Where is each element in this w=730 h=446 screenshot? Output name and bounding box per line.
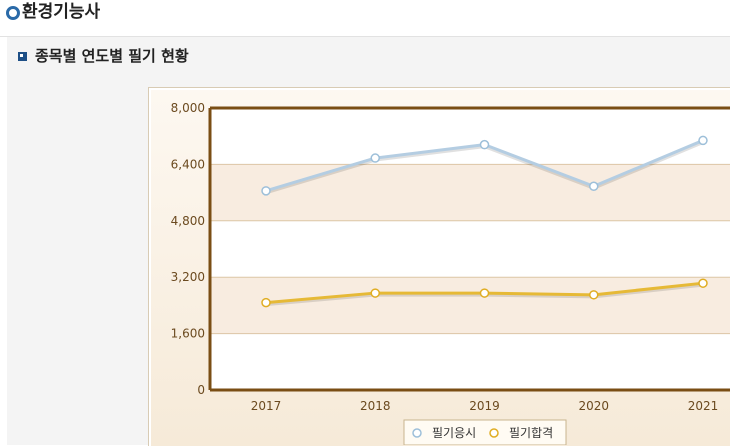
data-point	[589, 290, 599, 300]
legend-marker	[412, 428, 422, 438]
data-point	[479, 139, 490, 150]
y-tick-label: 6,400	[171, 157, 205, 171]
legend-marker	[489, 428, 499, 438]
section-title: 종목별 연도별 필기 현황	[35, 47, 189, 65]
y-tick-label: 1,600	[171, 327, 205, 341]
plot-band	[210, 277, 730, 334]
data-point	[479, 288, 490, 298]
data-point	[370, 153, 380, 163]
plot-band	[210, 164, 730, 221]
series-points	[261, 135, 708, 308]
x-tick-label: 2021	[688, 399, 719, 413]
data-point	[261, 186, 271, 196]
data-point	[698, 278, 708, 288]
grid-lines	[210, 163, 730, 335]
legend-label: 필기합격	[509, 426, 553, 440]
data-point	[698, 135, 708, 146]
data-point	[261, 297, 271, 308]
data-point	[370, 288, 380, 298]
data-point	[589, 181, 599, 192]
chart-axes	[208, 106, 730, 392]
x-tick-label: 2018	[360, 399, 391, 413]
plot-bands	[210, 108, 730, 390]
legend-label: 필기응시	[432, 426, 476, 440]
legend: 필기응시 필기합격	[403, 419, 567, 445]
y-tick-label: 3,200	[171, 270, 205, 284]
y-tick-label: 4,800	[171, 214, 205, 228]
circle-bullet-icon	[6, 6, 20, 20]
x-axis-labels: 2017 2018 2019 2020 2021	[251, 399, 719, 413]
page-header: 환경기능사	[0, 0, 730, 37]
x-tick-label: 2019	[469, 399, 500, 413]
x-tick-label: 2017	[251, 399, 282, 413]
y-tick-label: 8,000	[171, 101, 205, 115]
square-bullet-icon	[18, 52, 27, 61]
plot-background	[210, 108, 730, 390]
x-tick-label: 2020	[578, 399, 609, 413]
legend-box	[403, 419, 567, 445]
y-axis-labels: 0 1,600 3,200 4,800 6,400 8,000	[171, 101, 205, 397]
y-tick-label: 0	[197, 383, 205, 397]
page-title: 환경기능사	[22, 2, 101, 22]
